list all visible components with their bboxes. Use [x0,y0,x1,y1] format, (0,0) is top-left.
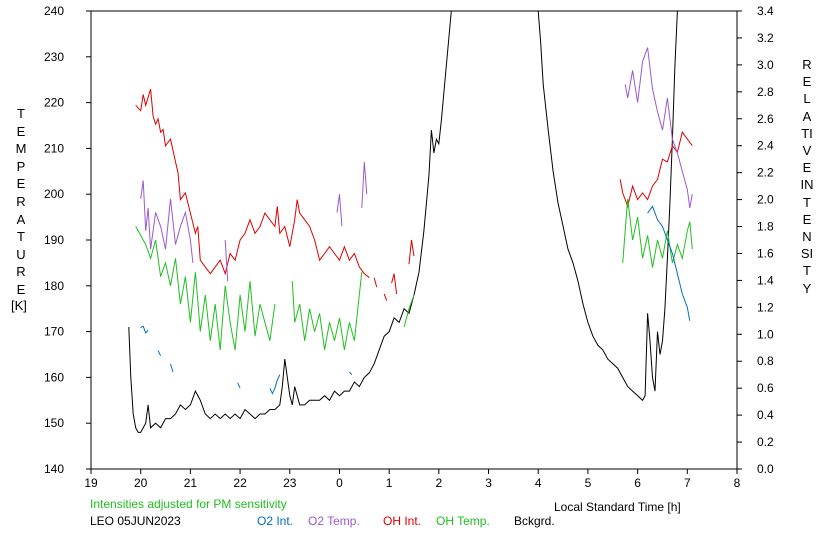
series-line-o2-temp [361,162,368,208]
series-line-oh-int [135,88,370,279]
y-right-tick-label: 0.4 [757,408,774,422]
series-line-oh-int [408,239,415,265]
x-tick-label: 0 [336,476,343,490]
series-line-oh-temp [291,272,363,350]
y-right-tick-label: 3.0 [757,58,774,72]
y-right-tick-label: 1.6 [757,246,774,260]
series-line-o2-temp [224,239,229,282]
y-right-tick-label: 2.2 [757,166,774,180]
series-line-oh-temp [135,226,276,350]
x-axis: 19 20 21 22 23 0 1 2 3 4 5 6 7 8 [84,469,741,490]
y-left-tick-label: 160 [44,370,64,384]
x-tick-label: 19 [84,476,98,490]
station-date: LEO 05JUN2023 [90,514,181,528]
x-tick-label: 22 [233,476,247,490]
series-line-o2-int [140,325,149,334]
legend-item-o2-temp: O2 Temp. [308,514,360,528]
x-tick-label: 1 [386,476,393,490]
series-line-oh-int [619,131,693,209]
y-axis-left: 140 150 160 170 180 190 200 210 220 230 240 [44,4,91,476]
series-line-oh-int [383,293,388,301]
series-line-bckgrd [537,11,678,402]
x-axis-title: Local Standard Time [h] [554,500,681,514]
series-line-o2-int [170,363,174,373]
y-right-tick-label: 0.0 [757,462,774,476]
legend-item-bckgrd: Bckgrd. [514,514,555,528]
x-tick-label: 6 [634,476,641,490]
y-left-tick-label: 240 [44,4,64,18]
y-left-tick-label: 170 [44,325,64,339]
y-left-tick-label: 140 [44,462,64,476]
series-line-o2-temp [140,180,194,263]
x-tick-label: 4 [535,476,542,490]
y-right-tick-label: 0.6 [757,381,774,395]
y-right-tick-label: 3.4 [757,4,774,18]
x-tick-label: 8 [734,476,741,490]
y-right-tick-label: 1.0 [757,327,774,341]
y-right-tick-label: 0.2 [757,435,774,449]
series-line-o2-temp [624,47,693,208]
x-tick-label: 3 [485,476,492,490]
y-right-tick-label: 2.6 [757,112,774,126]
y-right-tick-label: 2.8 [757,85,774,99]
y-left-tick-label: 150 [44,416,64,430]
legend: O2 Int. O2 Temp. OH Int. OH Temp. Bckgrd… [0,514,828,532]
y-right-tick-label: 2.4 [757,139,774,153]
x-tick-label: 5 [585,476,592,490]
legend-item-oh-int: OH Int. [383,514,422,528]
y-right-tick-label: 3.2 [757,31,774,45]
x-tick-label: 7 [684,476,691,490]
y-axis-left-title: TEMPERATURE [15,106,27,297]
series-line-bckgrd [128,11,452,433]
y-right-tick-label: 1.2 [757,300,774,314]
y-axis-right: 0.0 0.2 0.4 0.6 0.8 1.0 1.2 1.4 1.6 1.8 2.0 2.2 2.4 2… [737,4,774,476]
y-right-tick-label: 2.0 [757,193,774,207]
y-axis-right-title: RELATIVE INTENSITY [800,57,815,296]
y-axis-left-unit: [K] [11,298,27,313]
x-tick-label: 2 [436,476,443,490]
series-line-o2-int [647,205,691,321]
y-left-tick-label: 200 [44,187,64,201]
y-left-tick-label: 220 [44,96,64,110]
y-left-tick-label: 190 [44,233,64,247]
series-line-o2-int [157,350,162,357]
y-right-tick-label: 1.8 [757,220,774,234]
y-right-tick-label: 0.8 [757,354,774,368]
sensitivity-note: Intensities adjusted for PM sensitivity [90,497,287,511]
series-line-o2-int [237,382,241,389]
series-line-oh-int [391,273,398,294]
y-right-tick-label: 1.4 [757,273,774,287]
series-line-oh-temp [622,198,693,268]
series-line-oh-temp [403,294,415,328]
legend-item-oh-temp: OH Temp. [436,514,490,528]
series-line-o2-temp [336,194,343,227]
legend-item-o2-int: O2 Int. [257,514,294,528]
x-tick-label: 23 [283,476,297,490]
y-left-tick-label: 210 [44,141,64,155]
y-left-tick-label: 230 [44,50,64,64]
series-line-o2-int [269,374,281,395]
series-line-oh-int [373,277,378,288]
series-layer [128,11,693,433]
x-tick-label: 20 [134,476,148,490]
series-line-o2-int [349,371,353,376]
y-left-tick-label: 180 [44,279,64,293]
x-tick-label: 21 [184,476,198,490]
